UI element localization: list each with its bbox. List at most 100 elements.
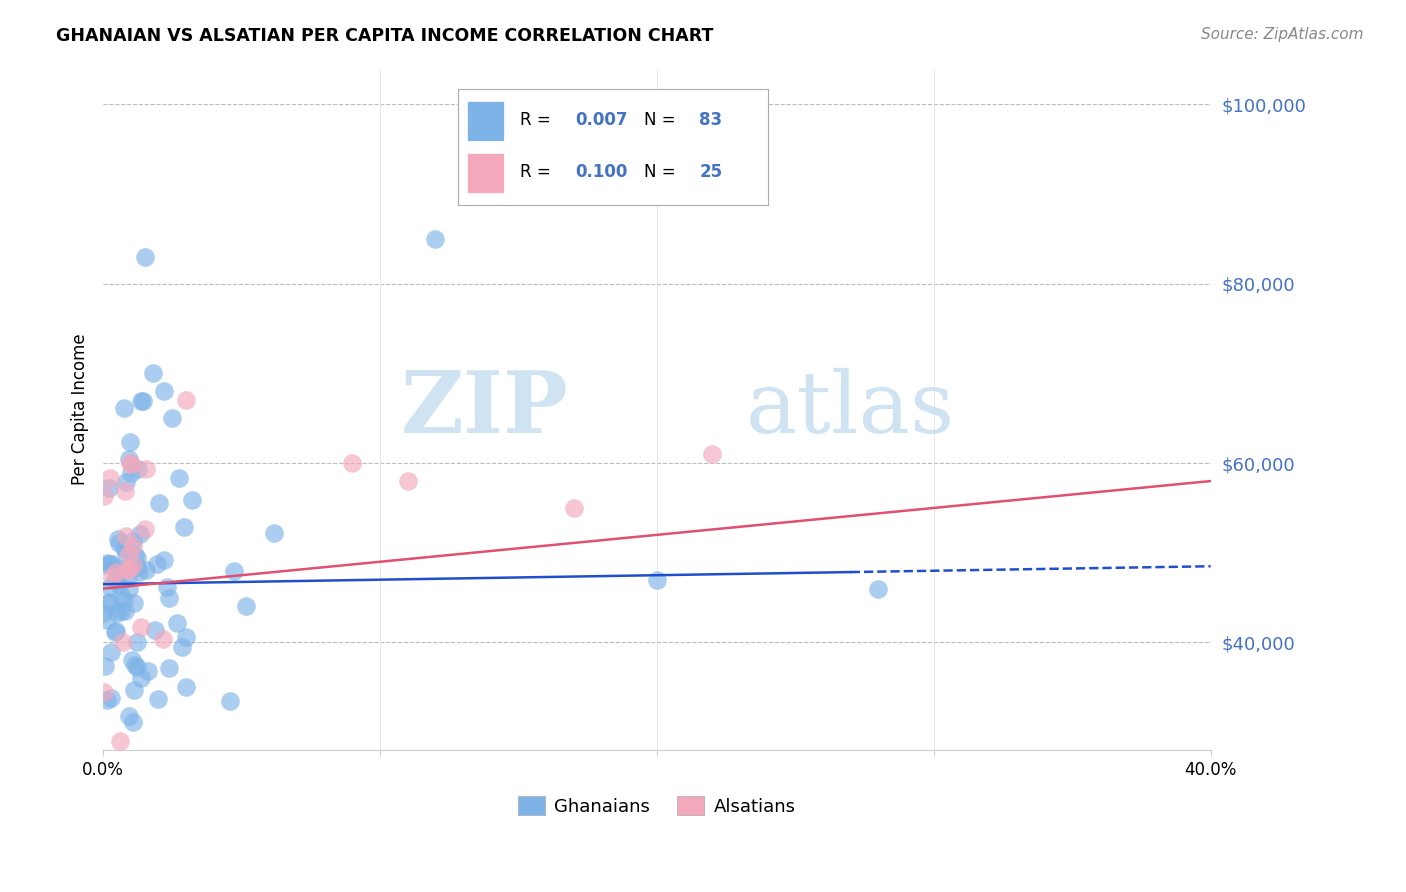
Point — [224, 564, 246, 578]
Point — [128, 565, 150, 579]
Point — [107, 532, 129, 546]
Point — [118, 451, 141, 466]
Point — [110, 589, 132, 603]
Point — [120, 457, 142, 471]
Point — [121, 558, 143, 572]
Point — [167, 471, 190, 485]
Point — [562, 500, 585, 515]
Point — [93, 684, 115, 698]
Point — [117, 582, 139, 596]
Point — [396, 474, 419, 488]
Text: atlas: atlas — [745, 368, 955, 450]
Point — [136, 664, 159, 678]
Point — [120, 456, 142, 470]
Point — [134, 250, 156, 264]
Point — [157, 661, 180, 675]
Text: GHANAIAN VS ALSATIAN PER CAPITA INCOME CORRELATION CHART: GHANAIAN VS ALSATIAN PER CAPITA INCOME C… — [56, 27, 714, 45]
Point — [118, 561, 141, 575]
Point — [702, 447, 724, 461]
Point — [125, 550, 148, 565]
Point — [115, 563, 138, 577]
Point — [98, 557, 121, 571]
Point — [148, 496, 170, 510]
Point — [868, 582, 890, 596]
Point — [118, 547, 141, 561]
Point — [98, 595, 121, 609]
Point — [122, 539, 145, 553]
Point — [645, 573, 668, 587]
Point — [101, 557, 124, 571]
Point — [128, 526, 150, 541]
Point — [114, 604, 136, 618]
Point — [121, 534, 143, 549]
Point — [96, 556, 118, 570]
Point — [235, 599, 257, 613]
Y-axis label: Per Capita Income: Per Capita Income — [72, 334, 89, 485]
Point — [132, 393, 155, 408]
Point — [134, 523, 156, 537]
Point — [173, 519, 195, 533]
Point — [153, 384, 176, 399]
Point — [108, 577, 131, 591]
Point — [125, 635, 148, 649]
Point — [172, 640, 194, 655]
Point — [98, 580, 121, 594]
Text: ZIP: ZIP — [401, 368, 568, 451]
Point — [152, 553, 174, 567]
Text: Source: ZipAtlas.com: Source: ZipAtlas.com — [1201, 27, 1364, 42]
Point — [110, 734, 132, 748]
Legend: Ghanaians, Alsatians: Ghanaians, Alsatians — [510, 789, 803, 822]
Point — [93, 558, 115, 573]
Point — [91, 606, 114, 620]
Point — [114, 484, 136, 499]
Point — [98, 471, 121, 485]
Point — [98, 481, 121, 495]
Point — [105, 606, 128, 620]
Point — [129, 671, 152, 685]
Point — [122, 715, 145, 730]
Point — [94, 659, 117, 673]
Point — [124, 548, 146, 562]
Point — [174, 393, 197, 408]
Point — [115, 529, 138, 543]
Point — [121, 653, 143, 667]
Point — [148, 692, 170, 706]
Point — [107, 536, 129, 550]
Point — [118, 560, 141, 574]
Point — [342, 456, 364, 470]
Point — [218, 694, 240, 708]
Point — [111, 635, 134, 649]
Point — [152, 632, 174, 647]
Point — [129, 620, 152, 634]
Point — [96, 693, 118, 707]
Point — [104, 566, 127, 580]
Point — [117, 571, 139, 585]
Point — [146, 558, 169, 572]
Point — [112, 593, 135, 607]
Point — [110, 604, 132, 618]
Point — [114, 475, 136, 489]
Point — [112, 401, 135, 415]
Point — [97, 597, 120, 611]
Point — [115, 545, 138, 559]
Point — [100, 690, 122, 705]
Point — [143, 623, 166, 637]
Point — [93, 489, 115, 503]
Point — [124, 596, 146, 610]
Point — [135, 563, 157, 577]
Point — [124, 657, 146, 672]
Point — [135, 462, 157, 476]
Point — [120, 466, 142, 480]
Point — [118, 709, 141, 723]
Point — [162, 411, 184, 425]
Point — [263, 525, 285, 540]
Point — [104, 573, 127, 587]
Point — [159, 591, 181, 605]
Point — [142, 367, 165, 381]
Point — [105, 624, 128, 639]
Point — [127, 560, 149, 574]
Point — [174, 630, 197, 644]
Point — [101, 570, 124, 584]
Point — [425, 232, 447, 246]
Point — [166, 616, 188, 631]
